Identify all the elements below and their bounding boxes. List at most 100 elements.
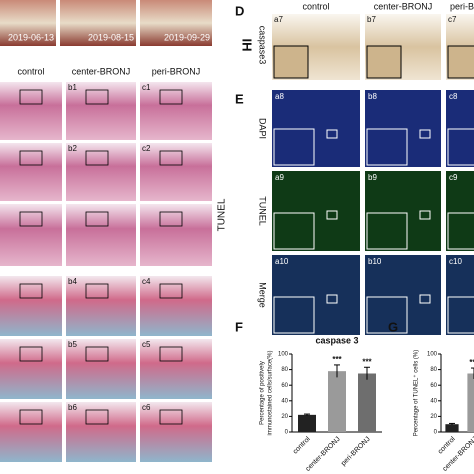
inset (447, 296, 474, 334)
panel-id: a9 (275, 173, 284, 182)
x-tick-label: peri-BRONJ (340, 436, 372, 468)
histology-image (66, 276, 136, 336)
zoom-box (159, 150, 183, 166)
panel-id: a8 (275, 92, 284, 101)
y-tick-label: 80 (281, 367, 288, 373)
bar (358, 373, 376, 432)
panel-id: a10 (275, 257, 289, 266)
x-tick-label: control (437, 435, 457, 455)
row-label: DAPI (258, 118, 268, 139)
inset (366, 128, 408, 166)
inset (366, 296, 408, 334)
bar (467, 373, 474, 432)
zoom-box (19, 283, 43, 299)
y-axis-label: Percentage of TUNEL⁺ cells (%) (413, 350, 420, 436)
row-label: Merge (258, 282, 268, 308)
inset (447, 212, 474, 250)
significance-label: *** (469, 358, 474, 367)
histology-image (0, 143, 62, 201)
column-header: center-BRONJ (374, 1, 433, 11)
panel-id: c6 (142, 403, 151, 412)
panel-id: b6 (68, 403, 77, 412)
photo-date: 2019-08-15 (88, 32, 134, 42)
panel-id: b9 (368, 173, 377, 182)
histology-image (66, 143, 136, 201)
zoom-box (19, 346, 43, 362)
histology-image (0, 204, 62, 266)
zoom-box (85, 211, 109, 227)
panel-id: c2 (142, 144, 151, 153)
y-tick-label: 20 (281, 414, 288, 420)
histology-image (140, 82, 212, 140)
histology-image (0, 276, 62, 336)
row-label: caspase3 (258, 26, 268, 65)
histology-image (66, 82, 136, 140)
panel-id: c7 (448, 15, 457, 24)
bar (328, 371, 346, 432)
y-tick-label: 60 (281, 383, 288, 389)
inset (366, 212, 408, 250)
inset (273, 45, 309, 79)
zoom-box (159, 211, 183, 227)
panel-label: D (235, 3, 244, 18)
panel-id: b10 (368, 257, 382, 266)
bar (298, 414, 316, 432)
significance-label: *** (362, 357, 372, 366)
y-tick-label: 100 (278, 352, 289, 358)
y-axis-label: immunostained cells/surface(%) (268, 350, 274, 435)
clinical-photo (0, 0, 56, 46)
panel-label: E (235, 91, 244, 106)
zoom-box (326, 129, 338, 139)
zoom-box (19, 409, 43, 425)
y-tick-label: 100 (427, 352, 438, 358)
inset (447, 128, 474, 166)
panel-id: c1 (142, 83, 151, 92)
histology-image (140, 339, 212, 399)
histology-image (0, 339, 62, 399)
zoom-box (326, 294, 338, 304)
histology-image (140, 276, 212, 336)
bar (445, 424, 459, 432)
y-tick-label: 0 (285, 430, 289, 436)
inset (447, 45, 474, 79)
zoom-box (85, 346, 109, 362)
panel-id: b2 (68, 144, 77, 153)
zoom-box (19, 150, 43, 166)
histology-image (140, 204, 212, 266)
row-label: TUNEL (217, 198, 228, 231)
panel-id: b8 (368, 92, 377, 101)
clinical-photo (140, 0, 212, 46)
zoom-box (85, 150, 109, 166)
panel-label: F (235, 319, 243, 334)
photo-date: 2019-06-13 (8, 32, 54, 42)
panel-id: c9 (449, 173, 458, 182)
histology-image (0, 402, 62, 462)
panel-id: b5 (68, 340, 77, 349)
histology-image (66, 204, 136, 266)
histology-image (66, 339, 136, 399)
inset (273, 212, 315, 250)
photo-date: 2019-09-29 (164, 32, 210, 42)
panel-id: c8 (449, 92, 458, 101)
histology-image (140, 143, 212, 201)
panel-id: c4 (142, 277, 151, 286)
zoom-box (19, 211, 43, 227)
chart-title: caspase 3 (315, 335, 358, 345)
inset (366, 45, 402, 79)
y-tick-label: 40 (281, 398, 288, 404)
panel-id: c10 (449, 257, 462, 266)
zoom-box (159, 409, 183, 425)
zoom-box (419, 129, 431, 139)
histology-image (0, 82, 62, 140)
significance-label: *** (332, 355, 342, 364)
zoom-box (159, 89, 183, 105)
panel-label: G (388, 319, 398, 334)
panel-id: a7 (274, 15, 283, 24)
zoom-box (85, 283, 109, 299)
zoom-box (159, 346, 183, 362)
y-tick-label: 0 (434, 430, 438, 436)
row-label: TUNEL (258, 196, 268, 226)
zoom-box (159, 283, 183, 299)
zoom-box (419, 210, 431, 220)
